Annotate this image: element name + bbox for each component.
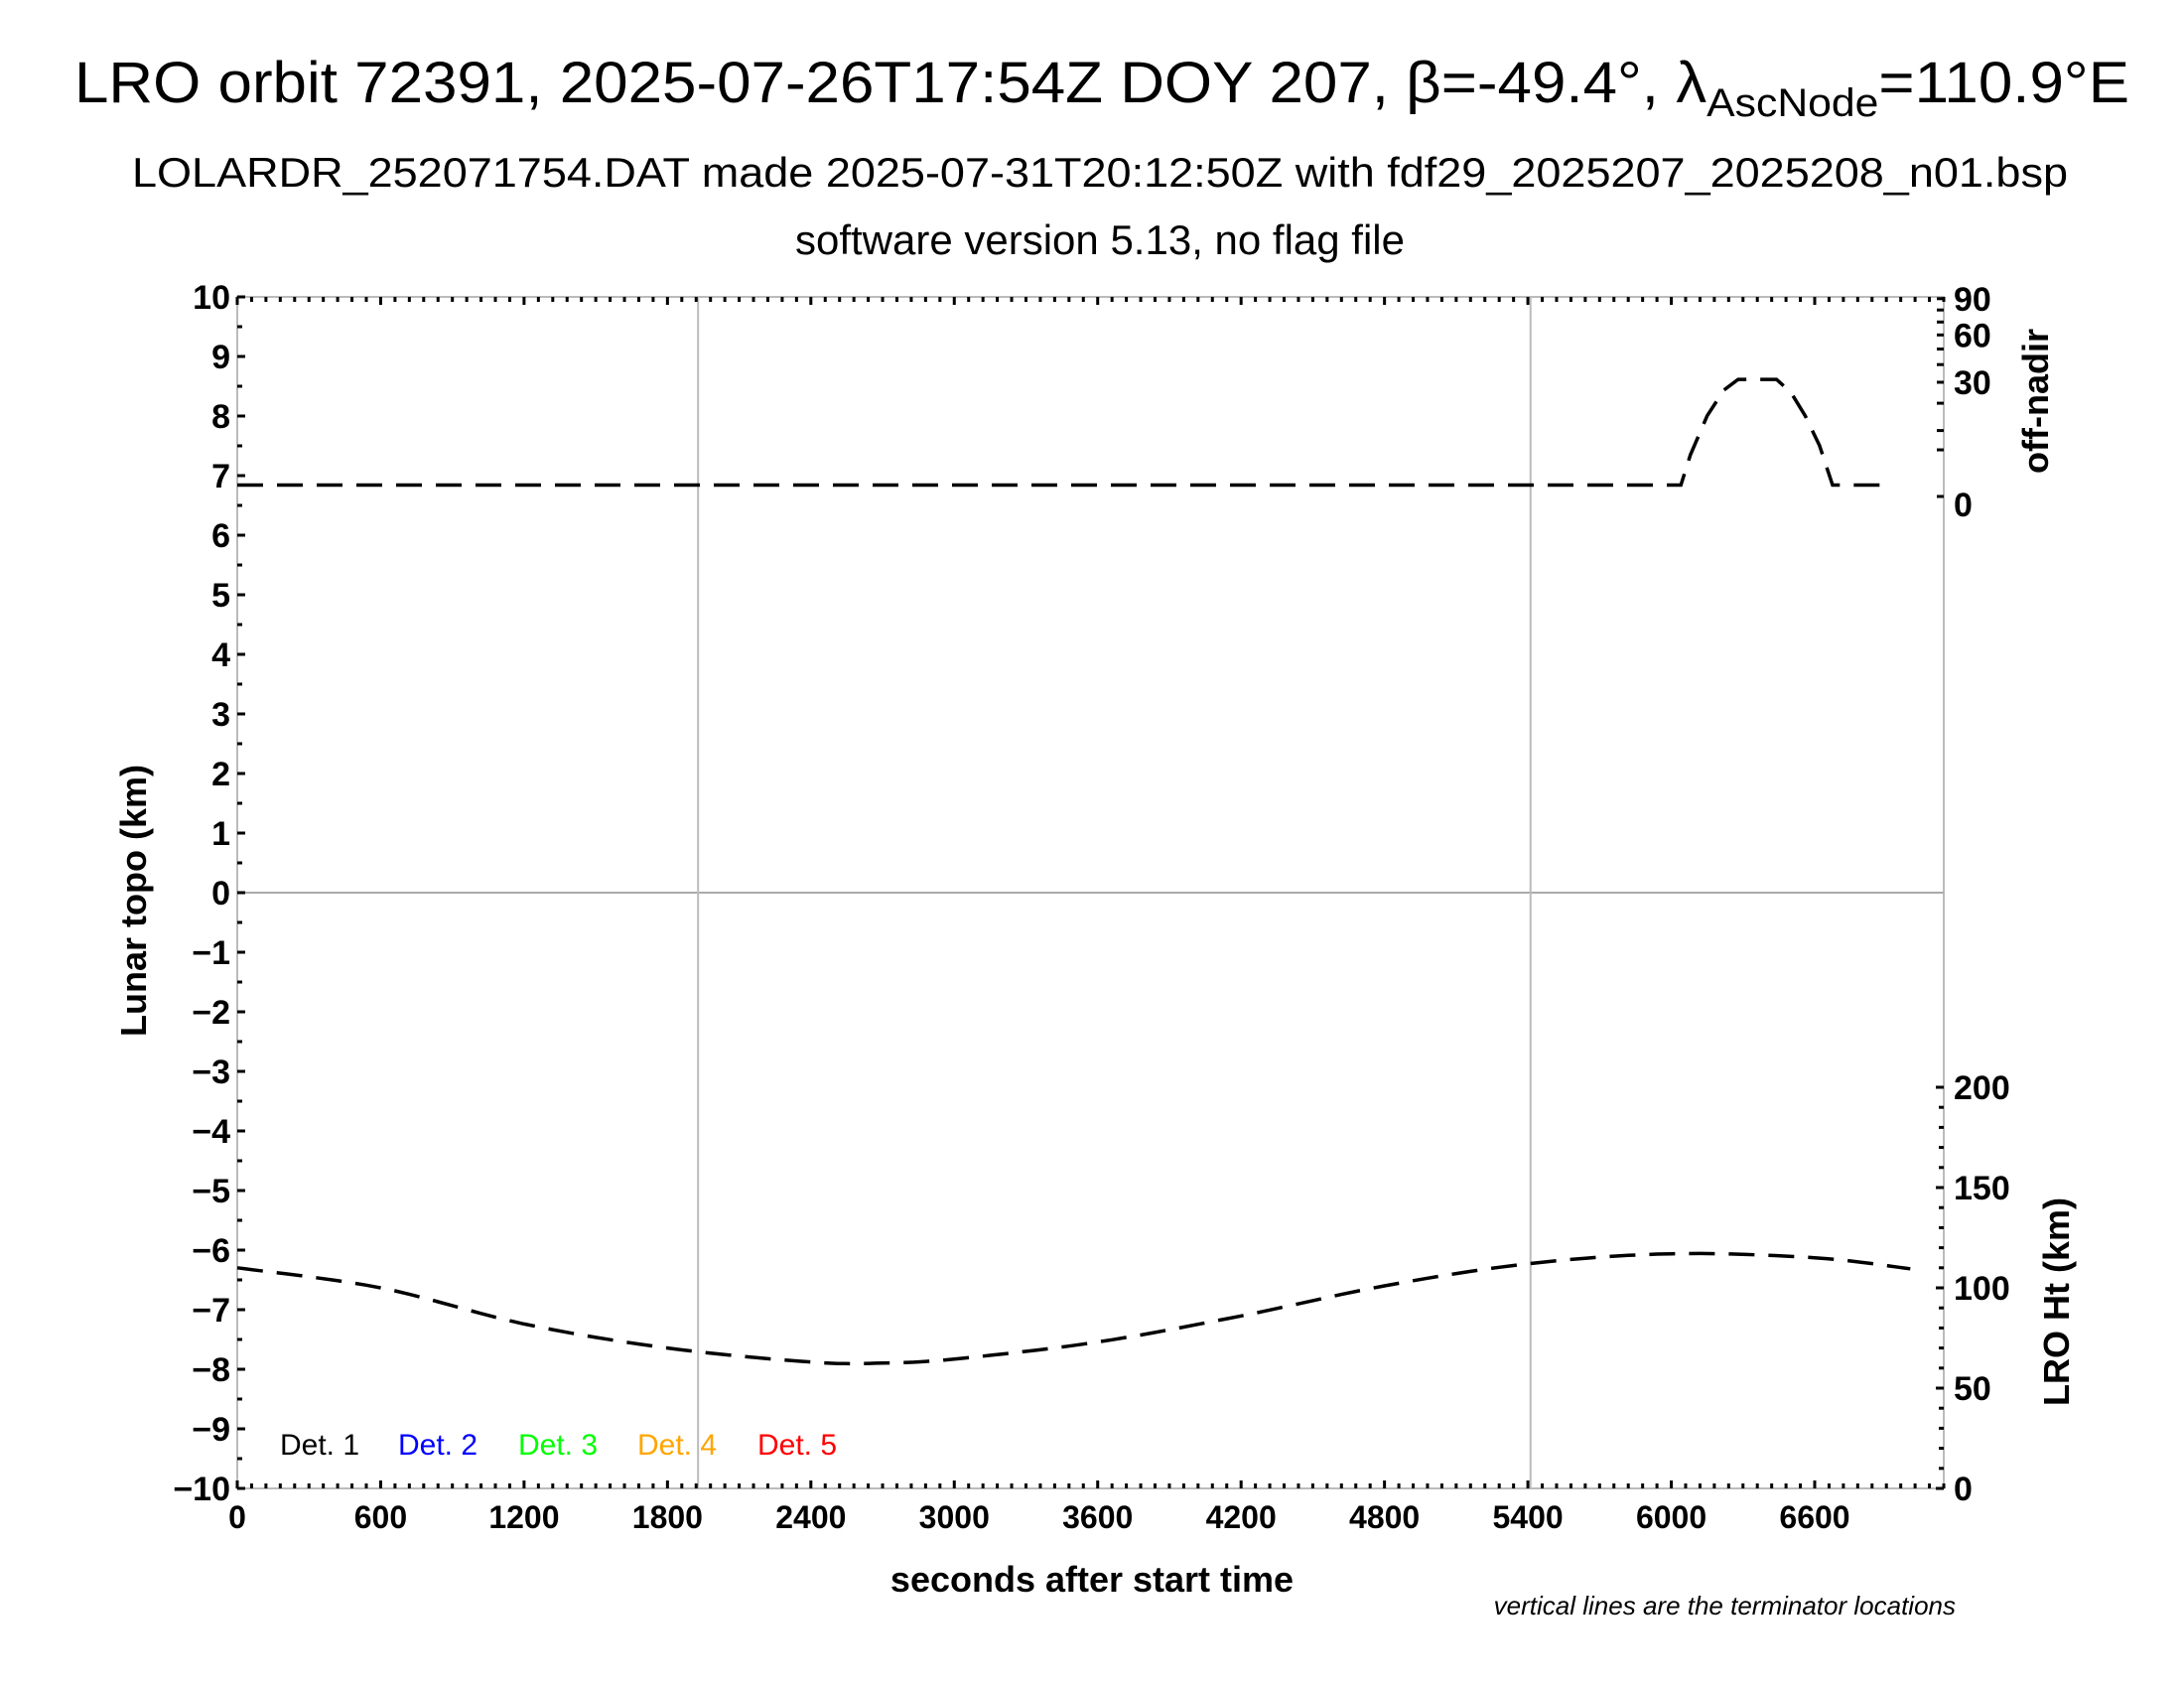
y-tick-label-right-bottom: 50	[1954, 1370, 1991, 1408]
y-tick-label-left: 4	[211, 636, 230, 674]
y-tick-label-left: 3	[211, 696, 230, 734]
y-tick-label-right-top: 60	[1954, 317, 1991, 354]
y-tick-label-left: −5	[192, 1173, 230, 1210]
x-tick-label: 3000	[919, 1499, 990, 1535]
note-text: vertical lines are the terminator locati…	[1494, 1591, 1956, 1620]
y-tick-label-right-bottom: 100	[1954, 1270, 2010, 1308]
y-tick-label-left: 1	[211, 815, 230, 853]
x-tick-label: 1800	[632, 1499, 703, 1535]
lro-height-line	[236, 1251, 1911, 1366]
legend-entry: Det. 5	[757, 1429, 837, 1462]
y-tick-label-left: −3	[192, 1054, 230, 1091]
plot-area: 0 600 1200 1800 2400 3000 3600 4200 4800 5400 6000…	[173, 279, 2009, 1535]
title-subscript: AscNode	[1706, 81, 1878, 125]
x-tick-label: 6600	[1779, 1499, 1849, 1535]
y-tick-label-left: −7	[192, 1292, 230, 1330]
y-tick-label-left: 10	[193, 279, 230, 317]
chart-subtitle: LOLARDR_252071754.DAT made 2025-07-31T20…	[132, 149, 2068, 196]
x-tick-label: 1200	[488, 1499, 559, 1535]
y-tick-label-right-bottom: 150	[1954, 1170, 2010, 1207]
y-tick-label-left: 7	[211, 458, 230, 495]
y-tick-label-right-top: 30	[1954, 364, 1991, 402]
legend-entry: Det. 4	[637, 1429, 717, 1462]
y-axis-label-right-bottom: LRO Ht (km)	[2036, 1197, 2077, 1406]
y-tick-label-right-bottom: 200	[1954, 1069, 2010, 1107]
x-axis-label: seconds after start time	[890, 1559, 1294, 1600]
x-tick-label: 2400	[775, 1499, 846, 1535]
y-tick-label-left: −8	[192, 1351, 230, 1389]
x-tick-label: 4800	[1349, 1499, 1420, 1535]
y-tick-label-left: −2	[192, 994, 230, 1032]
y-tick-label-right-top: 90	[1954, 281, 1991, 319]
y-axis-label-right-top: off-nadir	[2015, 329, 2056, 474]
y-tick-label-left: −6	[192, 1232, 230, 1270]
title-main: LRO orbit 72391, 2025-07-26T17:54Z DOY 2…	[74, 51, 1706, 115]
x-tick-label: 600	[354, 1499, 407, 1535]
y-tick-label-left: 0	[211, 875, 230, 913]
y-tick-label-left: 6	[211, 517, 230, 555]
chart-subtitle2: software version 5.13, no flag file	[795, 216, 1405, 263]
x-tick-label: 6000	[1636, 1499, 1706, 1535]
title-suffix: =110.9°E	[1878, 51, 2129, 115]
x-tick-label: 3600	[1062, 1499, 1133, 1535]
y-tick-label-left: −4	[192, 1113, 230, 1151]
x-tick-label: 5400	[1492, 1499, 1563, 1535]
legend-entry: Det. 3	[518, 1429, 598, 1462]
y-tick-label-left: −1	[192, 934, 230, 972]
x-tick-label: 4200	[1206, 1499, 1277, 1535]
off-nadir-line	[236, 377, 1893, 488]
legend-entry: Det. 2	[398, 1429, 478, 1462]
x-tick-label: 0	[228, 1499, 246, 1535]
y-tick-label-left: 8	[211, 398, 230, 436]
legend-entry: Det. 1	[280, 1429, 359, 1462]
chart-title: LRO orbit 72391, 2025-07-26T17:54Z DOY 2…	[74, 51, 2129, 125]
y-axis-label-left: Lunar topo (km)	[113, 765, 154, 1037]
y-tick-label-left: −10	[173, 1471, 230, 1508]
y-tick-label-left: 9	[211, 339, 230, 376]
y-tick-label-left: −9	[192, 1411, 230, 1449]
y-tick-label-left: 5	[211, 577, 230, 615]
y-tick-label-right-top: 0	[1954, 487, 1973, 524]
y-tick-label-left: 2	[211, 756, 230, 793]
y-tick-label-right-bottom: 0	[1954, 1471, 1973, 1508]
